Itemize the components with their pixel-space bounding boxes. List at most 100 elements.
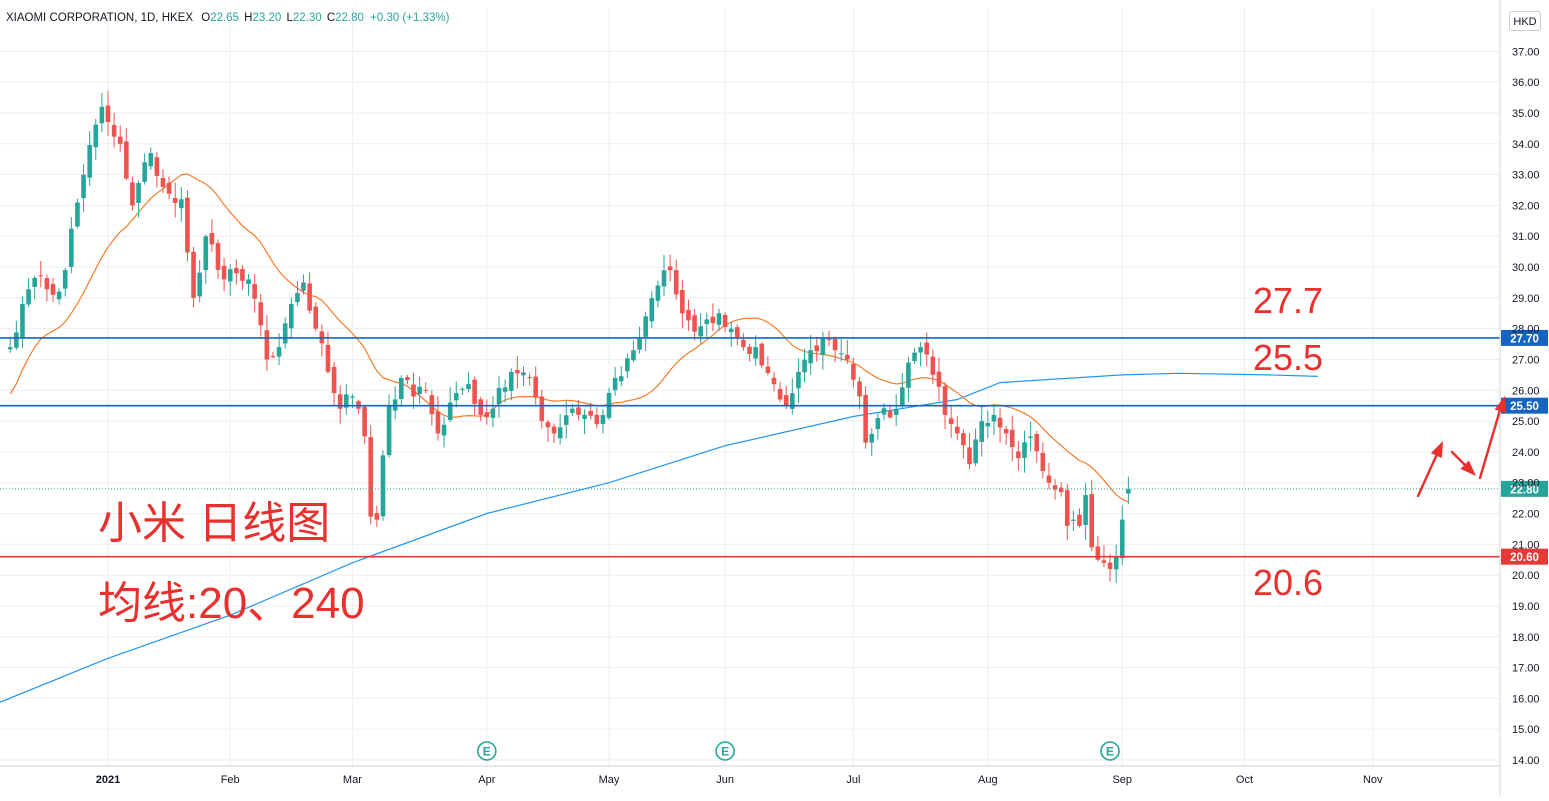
candle xyxy=(1095,535,1101,562)
candle xyxy=(1113,544,1119,584)
x-tick-label: Apr xyxy=(478,774,495,786)
candle xyxy=(44,274,50,302)
candle xyxy=(270,351,276,359)
y-tick-label: 36.00 xyxy=(1512,77,1540,89)
x-tick-label: Aug xyxy=(978,774,998,786)
candle xyxy=(142,153,147,185)
candle xyxy=(411,372,416,409)
y-tick-label: 25.00 xyxy=(1512,416,1540,428)
candle xyxy=(631,340,636,362)
horizontal-levels[interactable]: 27.70 25.50 20.60 22.80 xyxy=(0,329,1548,565)
candle xyxy=(655,280,661,308)
candle xyxy=(967,433,972,470)
candle xyxy=(124,128,129,181)
candle xyxy=(1119,505,1125,566)
candle xyxy=(735,324,740,346)
y-tick-label: 26.00 xyxy=(1512,385,1540,397)
level-price-label: 25.50 xyxy=(1510,401,1539,413)
candle xyxy=(502,379,508,403)
y-tick-label: 21.00 xyxy=(1512,539,1540,551)
y-tick-label: 29.00 xyxy=(1512,293,1540,305)
ohlc-header: XIAOMI CORPORATION, 1D, HKEX O22.65 H23.… xyxy=(6,12,449,24)
candle xyxy=(918,342,923,367)
candle xyxy=(148,147,154,171)
candle xyxy=(747,343,752,362)
level-price-tag xyxy=(1501,548,1548,565)
x-tick-label: Nov xyxy=(1363,774,1383,786)
candle xyxy=(1089,479,1095,552)
close-label: C xyxy=(326,12,336,24)
candle xyxy=(337,385,343,424)
open-value: 22.65 xyxy=(210,12,239,24)
candle xyxy=(790,378,795,415)
candle xyxy=(117,125,123,152)
candle xyxy=(203,234,209,284)
candle xyxy=(368,425,374,525)
earnings-event-marker[interactable]: E xyxy=(477,741,497,761)
annotation-level-mid: 25.5 xyxy=(1253,337,1323,378)
candle xyxy=(777,381,783,403)
candle xyxy=(673,259,679,300)
candle xyxy=(508,368,514,400)
x-tick-label: Sep xyxy=(1112,774,1132,786)
candle xyxy=(649,291,655,329)
earnings-event-marker[interactable]: E xyxy=(1100,741,1120,761)
candle xyxy=(961,429,966,459)
earnings-event-marker[interactable]: E xyxy=(715,741,735,761)
y-tick-label: 35.00 xyxy=(1512,108,1540,120)
candle xyxy=(1083,483,1088,540)
candle xyxy=(845,339,850,364)
y-tick-label: 22.00 xyxy=(1512,509,1540,521)
candle xyxy=(716,308,722,331)
last-price-tag xyxy=(1501,480,1548,497)
candle xyxy=(460,386,465,396)
candle xyxy=(576,399,581,421)
y-tick-label: 19.00 xyxy=(1512,601,1540,613)
candle xyxy=(252,274,257,313)
candle xyxy=(930,349,936,384)
candle xyxy=(130,176,135,211)
high-value: 23.20 xyxy=(252,12,282,24)
annotation-level-high: 27.7 xyxy=(1253,280,1323,321)
candle xyxy=(643,311,648,352)
candle xyxy=(87,131,92,186)
annotation-arrowhead xyxy=(1460,460,1476,476)
candle xyxy=(979,406,985,457)
candle xyxy=(1040,442,1046,479)
candle xyxy=(197,260,202,303)
candle xyxy=(215,239,221,279)
candle xyxy=(936,357,942,402)
candle xyxy=(991,404,997,435)
candle xyxy=(893,394,899,426)
x-tick-label: Oct xyxy=(1236,774,1253,786)
level-price-label: 27.70 xyxy=(1510,333,1539,345)
candle xyxy=(386,394,392,458)
candle xyxy=(429,390,435,426)
svg-text:E: E xyxy=(483,745,491,759)
close-value: 22.80 xyxy=(335,12,364,24)
candle xyxy=(75,198,80,229)
candle xyxy=(466,371,471,393)
candle xyxy=(398,375,404,408)
candle xyxy=(765,356,771,376)
candle xyxy=(490,396,496,428)
y-tick-label: 33.00 xyxy=(1512,170,1540,182)
ma240-path xyxy=(0,372,1318,703)
candle xyxy=(838,339,844,362)
candle xyxy=(906,357,911,403)
currency-button[interactable]: HKD xyxy=(1509,11,1541,31)
candle xyxy=(796,358,801,404)
y-tick-label: 34.00 xyxy=(1512,139,1540,151)
y-tick-label: 27.00 xyxy=(1512,354,1540,366)
candle xyxy=(191,246,196,308)
candle xyxy=(392,386,398,420)
candle xyxy=(985,410,991,439)
annotation-arrowhead xyxy=(1494,396,1507,414)
candle xyxy=(62,268,68,297)
level-price-tag xyxy=(1501,329,1548,346)
candle xyxy=(478,396,484,422)
